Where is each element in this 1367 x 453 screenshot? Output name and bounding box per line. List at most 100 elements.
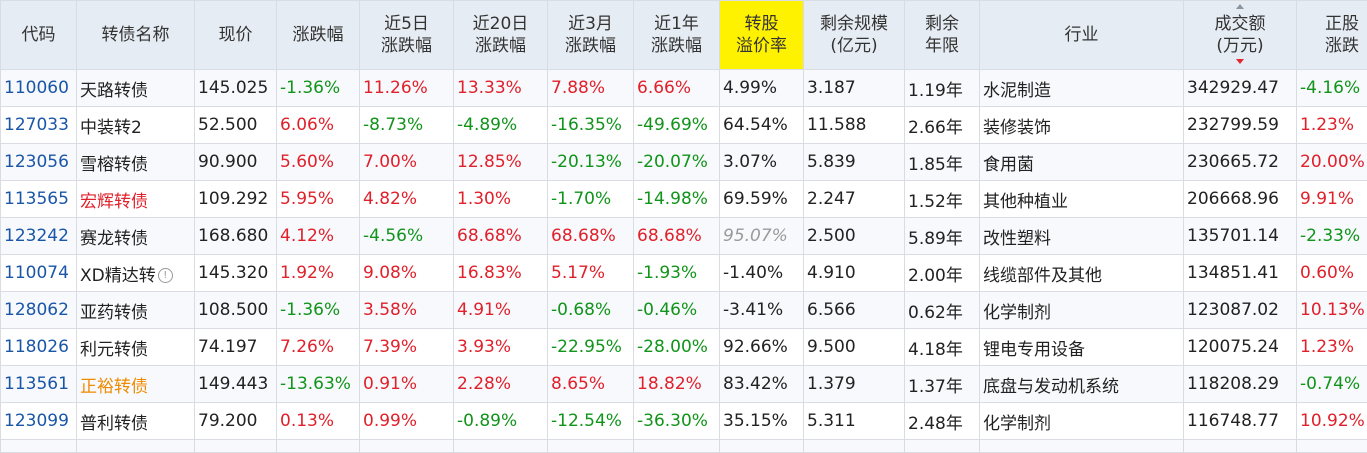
cell-d20: 2.28% xyxy=(454,366,548,403)
bond-name[interactable]: 普利转债 xyxy=(80,414,148,434)
col-header-5d[interactable]: 近5日涨跌幅 xyxy=(360,1,454,70)
cell-name[interactable]: 利元转债 xyxy=(77,329,195,366)
cell-term: 2.00年 xyxy=(905,255,980,292)
cell-premium: -1.40% xyxy=(720,255,804,292)
cell-code[interactable]: 110060 xyxy=(1,70,77,107)
cell-price: 108.500 xyxy=(195,292,277,329)
cell-change: -1.36% xyxy=(277,70,360,107)
cell-stock-change: -2.33% xyxy=(1297,218,1367,255)
bond-name[interactable]: 正裕转债 xyxy=(80,377,148,397)
cell-size: 9.500 xyxy=(804,329,905,366)
cell-name[interactable]: 亚药转债 xyxy=(77,292,195,329)
cell-code[interactable]: 123242 xyxy=(1,218,77,255)
col-header-change[interactable]: 涨跌幅 xyxy=(277,1,360,70)
cell-code[interactable]: 123099 xyxy=(1,403,77,440)
col-header-name-label: 转债名称 xyxy=(102,25,170,45)
cell-name[interactable]: 雪榕转债 xyxy=(77,144,195,181)
col-header-size[interactable]: 剩余规模(亿元) xyxy=(804,1,905,70)
cell-term: 5.89年 xyxy=(905,218,980,255)
bond-name[interactable]: 中装转2 xyxy=(80,118,142,138)
cell-volume: 120075.24 xyxy=(1184,329,1297,366)
cell-name[interactable]: 普利转债 xyxy=(77,403,195,440)
cell-code[interactable]: 113561 xyxy=(1,366,77,403)
cell-empty xyxy=(980,440,1184,453)
cell-volume: 342929.47 xyxy=(1184,70,1297,107)
cell-premium: 95.07% xyxy=(720,218,804,255)
col-header-code[interactable]: 代码 xyxy=(1,1,77,70)
col-header-price[interactable]: 现价 xyxy=(195,1,277,70)
cell-stock-change: 1.23% xyxy=(1297,329,1367,366)
col-header-size-line1: 剩余规模 xyxy=(820,14,888,34)
bond-name[interactable]: 宏辉转债 xyxy=(80,192,148,212)
cell-d5: 11.26% xyxy=(360,70,454,107)
cell-y1: 68.68% xyxy=(634,218,720,255)
col-header-term[interactable]: 剩余年限 xyxy=(905,1,980,70)
col-header-industry[interactable]: 行业 xyxy=(980,1,1184,70)
cell-code[interactable]: 113565 xyxy=(1,181,77,218)
bond-name[interactable]: XD精达转 xyxy=(80,266,156,286)
cell-name[interactable]: XD精达转! xyxy=(77,255,195,292)
bond-name[interactable]: 赛龙转债 xyxy=(80,229,148,249)
cell-stock-change: 10.13% xyxy=(1297,292,1367,329)
cell-premium: 92.66% xyxy=(720,329,804,366)
cell-code[interactable]: 118026 xyxy=(1,329,77,366)
cell-industry: 底盘与发动机系统 xyxy=(980,366,1184,403)
bond-name[interactable]: 雪榕转债 xyxy=(80,155,148,175)
cell-size: 5.311 xyxy=(804,403,905,440)
cell-price: 79.200 xyxy=(195,403,277,440)
cell-code[interactable]: 123056 xyxy=(1,144,77,181)
cell-name[interactable]: 正裕转债 xyxy=(77,366,195,403)
col-header-1y[interactable]: 近1年涨跌幅 xyxy=(634,1,720,70)
cell-name[interactable]: 中装转2 xyxy=(77,107,195,144)
cell-y1: -36.30% xyxy=(634,403,720,440)
cell-name[interactable]: 宏辉转债 xyxy=(77,181,195,218)
col-header-3m[interactable]: 近3月涨跌幅 xyxy=(548,1,634,70)
cell-code[interactable]: 127033 xyxy=(1,107,77,144)
cell-m3: -20.13% xyxy=(548,144,634,181)
cell-size: 1.379 xyxy=(804,366,905,403)
sort-desc-icon[interactable]: 成交额(万元) xyxy=(1215,13,1266,57)
col-header-stock-change[interactable]: 正股涨跌 xyxy=(1297,1,1367,70)
cell-volume: 123087.02 xyxy=(1184,292,1297,329)
cell-d5: 0.99% xyxy=(360,403,454,440)
cell-code[interactable]: 110074 xyxy=(1,255,77,292)
cell-y1: 6.66% xyxy=(634,70,720,107)
col-header-industry-label: 行业 xyxy=(1065,25,1099,45)
table-header-row: 代码 转债名称 现价 涨跌幅 近5日涨跌幅 近20日涨跌幅 近3月涨跌幅 近1年… xyxy=(1,1,1367,70)
cell-price: 109.292 xyxy=(195,181,277,218)
bond-name[interactable]: 利元转债 xyxy=(80,340,148,360)
cell-d20: 68.68% xyxy=(454,218,548,255)
cell-y1: -14.98% xyxy=(634,181,720,218)
cell-name[interactable]: 赛龙转债 xyxy=(77,218,195,255)
col-header-volume[interactable]: 成交额(万元) xyxy=(1184,1,1297,70)
col-header-stock-change-line1: 正股 xyxy=(1325,14,1359,34)
col-header-volume-line1: 成交额 xyxy=(1215,14,1266,34)
cell-y1: -49.69% xyxy=(634,107,720,144)
cell-price: 52.500 xyxy=(195,107,277,144)
cell-name[interactable]: 天路转债 xyxy=(77,70,195,107)
cell-industry: 化学制剂 xyxy=(980,403,1184,440)
cell-volume: 206668.96 xyxy=(1184,181,1297,218)
col-header-name[interactable]: 转债名称 xyxy=(77,1,195,70)
cell-d5: 9.08% xyxy=(360,255,454,292)
col-header-20d[interactable]: 近20日涨跌幅 xyxy=(454,1,548,70)
col-header-premium[interactable]: 转股溢价率 xyxy=(720,1,804,70)
bond-name[interactable]: 亚药转债 xyxy=(80,303,148,323)
info-icon[interactable]: ! xyxy=(158,268,173,283)
cell-premium: -3.41% xyxy=(720,292,804,329)
cell-code[interactable]: 128062 xyxy=(1,292,77,329)
cell-industry: 其他种植业 xyxy=(980,181,1184,218)
cell-empty xyxy=(1184,440,1297,453)
bond-name[interactable]: 天路转债 xyxy=(80,81,148,101)
cell-m3: 68.68% xyxy=(548,218,634,255)
